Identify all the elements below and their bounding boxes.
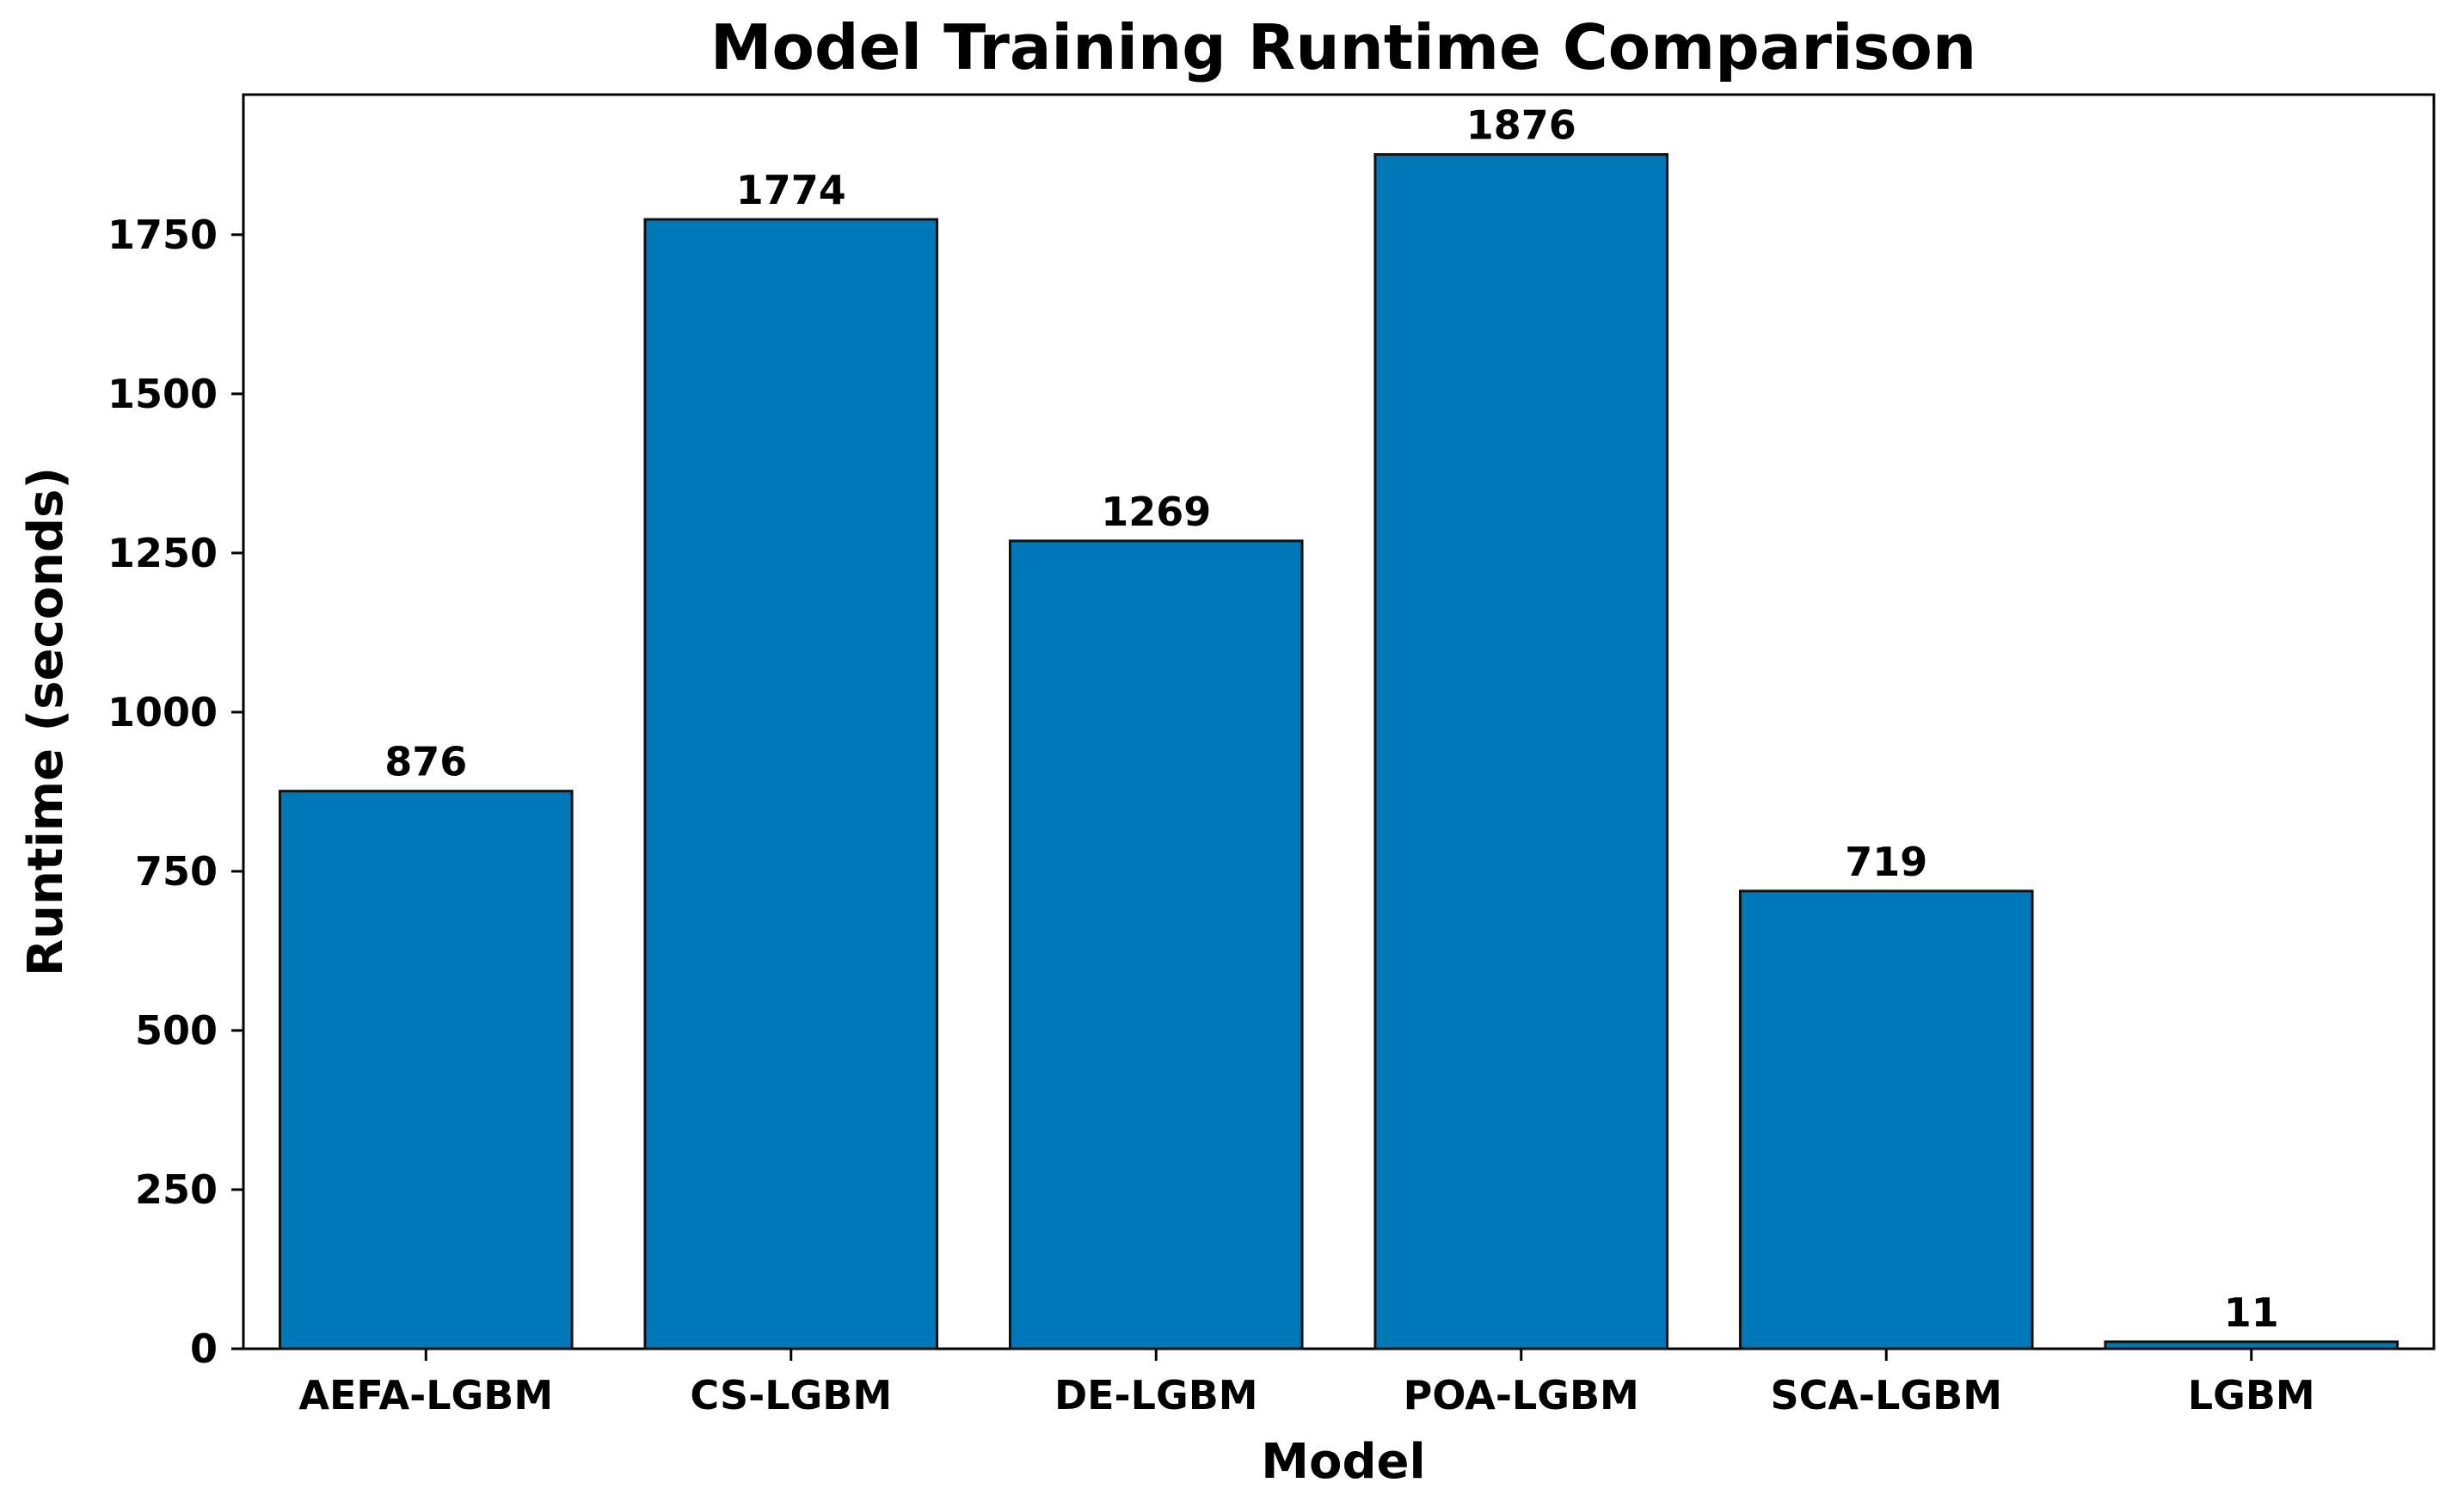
x-tick-label: LGBM	[2188, 1372, 2315, 1418]
y-tick-label: 1750	[108, 212, 218, 258]
x-tick-label: CS-LGBM	[690, 1372, 892, 1418]
bars-group: 876 1774 1269 1876 719 11	[278, 102, 2399, 1350]
data-label-poa-lgbm: 1876	[1466, 102, 1576, 149]
y-axis-label: Runtime (seconds)	[18, 467, 74, 976]
x-tick-label: SCA-LGBM	[1771, 1372, 2003, 1418]
y-axis: 0 250 500 750 1000 1250 1500 1750	[108, 212, 243, 1372]
y-tick-label: 1500	[108, 371, 218, 417]
bar-poa-lgbm	[1373, 153, 1669, 1350]
data-label-cs-lgbm: 1774	[736, 167, 846, 213]
y-tick-label: 0	[190, 1326, 218, 1372]
bar-lgbm	[2104, 1340, 2399, 1350]
chart-title: Model Training Runtime Comparison	[710, 11, 1976, 83]
data-label-lgbm: 11	[2224, 1289, 2279, 1336]
bar-sca-lgbm	[1738, 889, 2034, 1350]
bar-cs-lgbm	[643, 218, 939, 1350]
y-tick-label: 750	[135, 848, 218, 895]
bar-de-lgbm	[1008, 539, 1304, 1350]
y-tick-label: 250	[135, 1166, 218, 1213]
data-label-aefa-lgbm: 876	[384, 739, 467, 785]
x-axis: AEFA-LGBM CS-LGBM DE-LGBM POA-LGBM SCA-LGBM L…	[298, 1349, 2315, 1418]
plot-frame	[242, 93, 2436, 1350]
bar-aefa-lgbm	[278, 790, 574, 1350]
data-label-sca-lgbm: 719	[1845, 839, 1927, 885]
y-tick-label: 1250	[108, 530, 218, 576]
x-tick-label: POA-LGBM	[1404, 1372, 1639, 1418]
y-tick-label: 500	[135, 1007, 218, 1054]
x-axis-label: Model	[1261, 1434, 1425, 1490]
x-tick-label: DE-LGBM	[1054, 1372, 1258, 1418]
x-tick-label: AEFA-LGBM	[298, 1372, 553, 1418]
y-tick-label: 1000	[108, 689, 218, 735]
data-label-de-lgbm: 1269	[1101, 489, 1211, 535]
